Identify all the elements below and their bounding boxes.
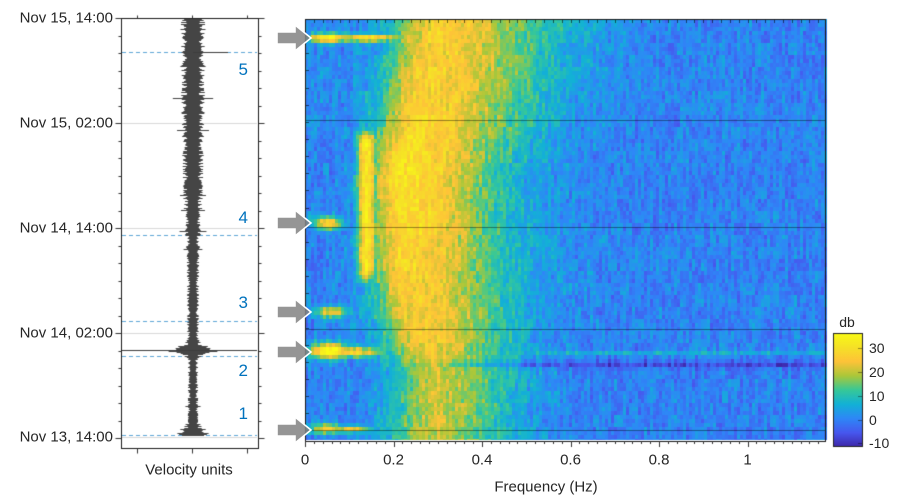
event-arrow-5: [276, 23, 313, 53]
segment-number-1: 1: [238, 404, 248, 424]
event-arrow-4: [276, 208, 313, 238]
freq-tick-label-0: 0: [300, 451, 310, 469]
freq-tick-label-3: 0.6: [560, 451, 581, 469]
time-tick-label-1: Nov 15, 02:00: [19, 114, 113, 132]
time-tick-label-0: Nov 15, 14:00: [19, 9, 113, 27]
time-tick-label-2: Nov 14, 14:00: [19, 219, 113, 237]
freq-tick-label-5: 1: [743, 451, 752, 469]
colorbar-tick-label-2: 10: [869, 387, 885, 404]
segment-number-4: 4: [238, 207, 248, 227]
freq-tick-label-1: 0.2: [383, 451, 404, 469]
colorbar-tick-label-0: 30: [869, 340, 885, 357]
frequency-axis-label: Frequency (Hz): [494, 478, 598, 496]
event-arrow-1: [276, 415, 313, 445]
segment-number-5: 5: [238, 60, 248, 80]
colorbar-tick-label-1: 20: [869, 364, 885, 381]
colorbar-tick-label-3: 0: [869, 411, 877, 428]
event-arrow-2: [276, 337, 313, 367]
time-tick-label-4: Nov 13, 14:00: [19, 428, 113, 446]
time-tick-label-3: Nov 14, 02:00: [19, 324, 113, 342]
freq-tick-label-4: 0.8: [648, 451, 670, 469]
segment-number-2: 2: [238, 361, 248, 381]
freq-tick-label-2: 0.4: [471, 451, 493, 469]
segment-number-3: 3: [238, 293, 248, 313]
colorbar-tick-label-4: -10: [869, 435, 890, 452]
colorbar-title: db: [839, 314, 855, 330]
event-arrow-3: [276, 297, 313, 327]
velocity-axis-label: Velocity units: [145, 461, 233, 479]
